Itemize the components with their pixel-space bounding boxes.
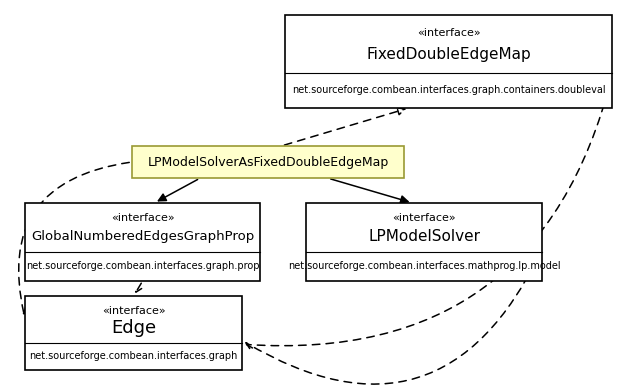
- Text: LPModelSolver: LPModelSolver: [368, 229, 480, 244]
- Text: «interface»: «interface»: [417, 28, 481, 38]
- FancyBboxPatch shape: [132, 146, 404, 178]
- Text: Edge: Edge: [111, 319, 156, 337]
- Text: FixedDoubleEdgeMap: FixedDoubleEdgeMap: [366, 47, 531, 62]
- Text: net.sourceforge.combean.interfaces.graph.prop: net.sourceforge.combean.interfaces.graph…: [26, 261, 259, 271]
- Text: «interface»: «interface»: [102, 306, 165, 316]
- Text: «interface»: «interface»: [111, 214, 175, 223]
- FancyBboxPatch shape: [285, 15, 612, 108]
- Text: net.sourceforge.combean.interfaces.mathprog.lp.model: net.sourceforge.combean.interfaces.mathp…: [288, 261, 561, 271]
- Text: net.sourceforge.combean.interfaces.graph.containers.doubleval: net.sourceforge.combean.interfaces.graph…: [292, 85, 605, 95]
- Text: «interface»: «interface»: [392, 214, 456, 223]
- Text: LPModelSolverAsFixedDoubleEdgeMap: LPModelSolverAsFixedDoubleEdgeMap: [147, 156, 388, 168]
- Text: GlobalNumberedEdgesGraphProp: GlobalNumberedEdgesGraphProp: [31, 230, 254, 243]
- FancyBboxPatch shape: [25, 203, 260, 281]
- FancyBboxPatch shape: [25, 296, 242, 370]
- Text: net.sourceforge.combean.interfaces.graph: net.sourceforge.combean.interfaces.graph: [29, 351, 237, 361]
- FancyBboxPatch shape: [307, 203, 542, 281]
